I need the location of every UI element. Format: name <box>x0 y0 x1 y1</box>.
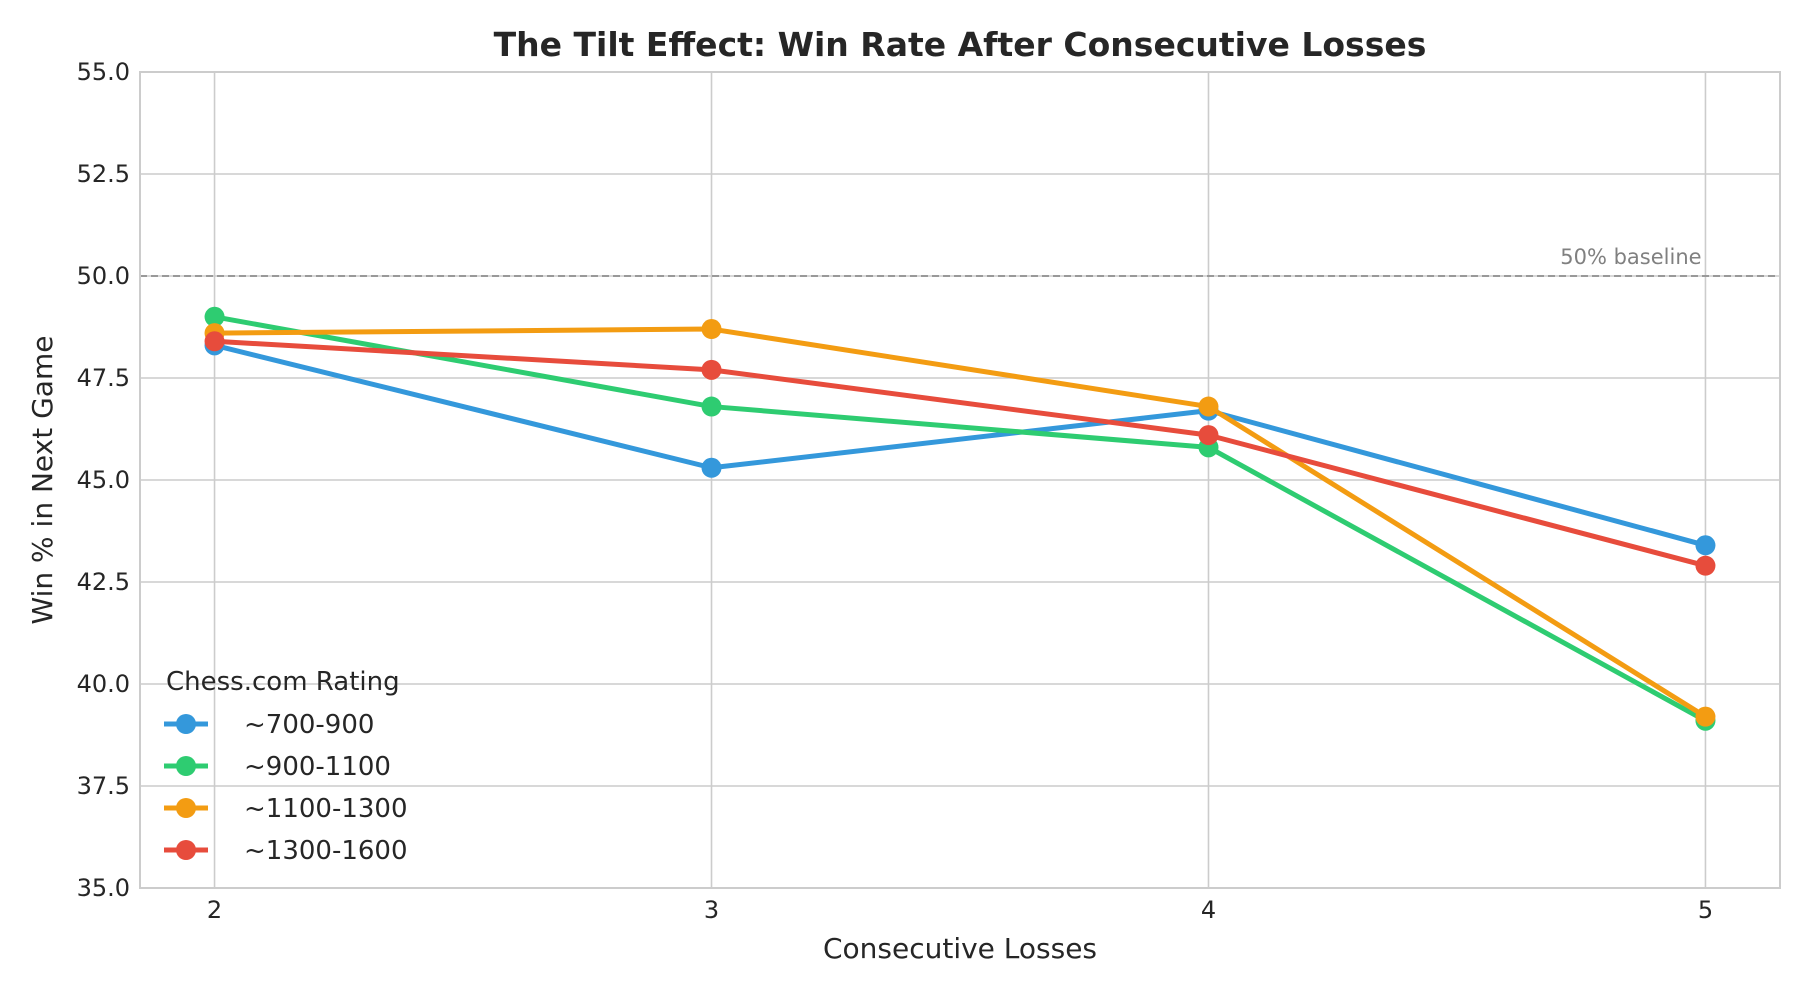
data-point <box>204 331 225 352</box>
data-point <box>701 457 722 478</box>
reference-layer: 50% baseline <box>140 245 1780 277</box>
data-point <box>1198 396 1219 417</box>
legend-item: ~1100-1300 <box>164 794 408 824</box>
x-tick-label: 3 <box>704 896 719 924</box>
series-1 <box>204 306 1716 731</box>
tick-layer: 35.0 37.5 40.0 42.5 45.0 47.5 50.0 52.5 55.0 2 3 4 5 <box>77 58 1714 924</box>
y-tick-label: 50.0 <box>77 262 130 290</box>
y-tick-label: 47.5 <box>77 364 130 392</box>
x-axis-label: Consecutive Losses <box>823 932 1097 965</box>
legend-item: ~1300-1600 <box>164 836 408 866</box>
y-tick-label: 55.0 <box>77 58 130 86</box>
legend: Chess.com Rating ~700-900 ~900-1100 ~1100-1… <box>164 667 408 866</box>
legend-item: ~700-900 <box>164 710 374 740</box>
y-tick-label: 40.0 <box>77 670 130 698</box>
y-tick-label: 45.0 <box>77 466 130 494</box>
legend-swatch-marker <box>176 840 196 860</box>
y-tick-label: 35.0 <box>77 874 130 902</box>
y-axis-label: Win % in Next Game <box>26 336 59 625</box>
legend-label: ~1300-1600 <box>244 836 408 866</box>
data-point <box>1695 535 1716 556</box>
plot-frame <box>139 71 1781 889</box>
data-point <box>204 306 225 327</box>
legend-label: ~1100-1300 <box>244 794 408 824</box>
legend-label: ~700-900 <box>244 710 374 740</box>
data-point <box>701 359 722 380</box>
series-line <box>212 314 1708 724</box>
y-tick-label: 42.5 <box>77 568 130 596</box>
series-line <box>212 326 1708 720</box>
x-tick-label: 4 <box>1201 896 1216 924</box>
data-point <box>1198 425 1219 446</box>
series-line <box>212 342 1708 548</box>
data-point <box>1695 555 1716 576</box>
data-point <box>701 319 722 340</box>
legend-swatch-marker <box>176 798 196 818</box>
data-point <box>1695 706 1716 727</box>
series-line <box>212 338 1708 569</box>
series-2 <box>204 319 1716 727</box>
series-3 <box>204 331 1716 576</box>
data-point <box>701 396 722 417</box>
legend-item: ~900-1100 <box>164 752 391 782</box>
baseline-label: 50% baseline <box>1560 245 1701 269</box>
legend-title: Chess.com Rating <box>166 667 400 697</box>
y-tick-label: 37.5 <box>77 772 130 800</box>
x-tick-label: 2 <box>207 896 222 924</box>
chart-title: The Tilt Effect: Win Rate After Consecut… <box>494 25 1427 64</box>
y-tick-label: 52.5 <box>77 160 130 188</box>
legend-label: ~900-1100 <box>244 752 391 782</box>
legend-swatch-marker <box>176 756 196 776</box>
legend-swatch-marker <box>176 714 196 734</box>
series-layer <box>204 306 1716 731</box>
x-tick-label: 5 <box>1698 896 1713 924</box>
